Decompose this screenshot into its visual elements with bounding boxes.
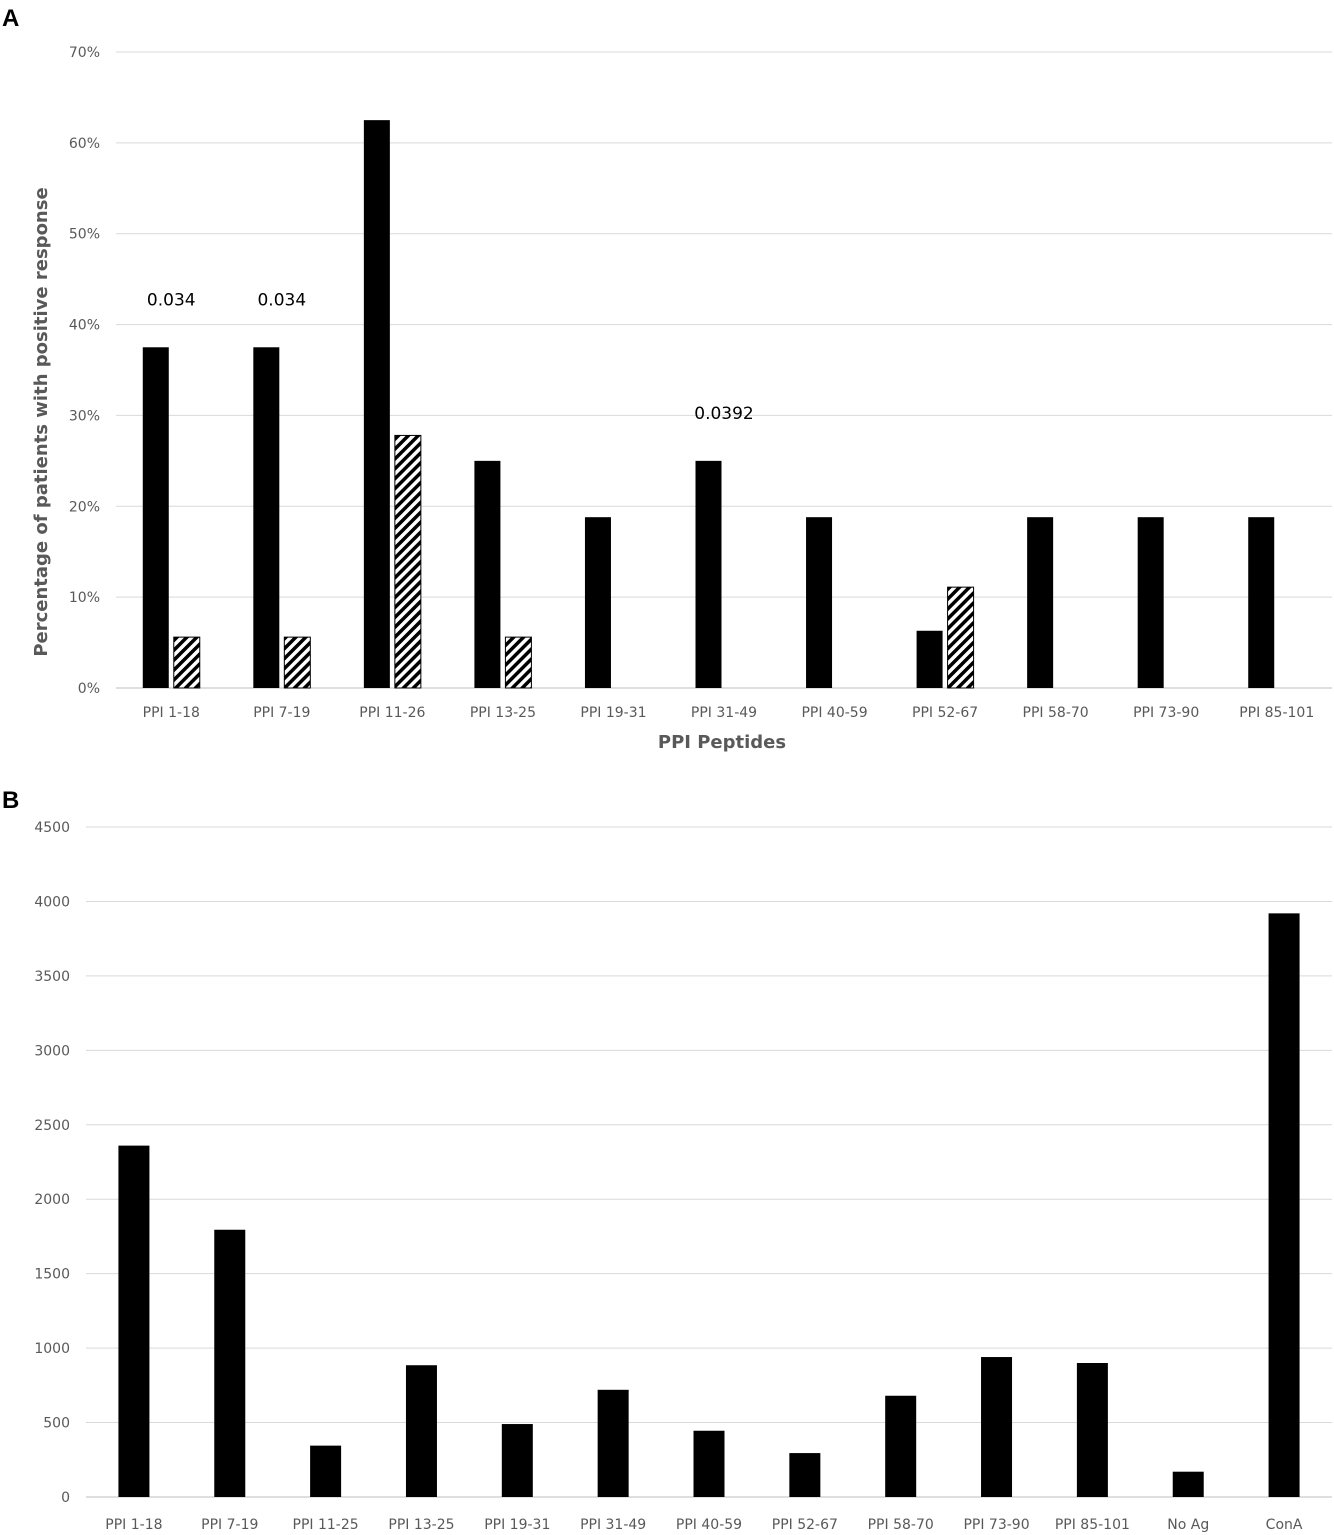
bar-solid: [695, 460, 722, 688]
y-tick-label: 40%: [69, 318, 100, 334]
bar-hatched: [283, 636, 311, 689]
y-tick-label: 30%: [69, 408, 100, 424]
bar-solid: [1248, 517, 1275, 688]
y-tick-label: 20%: [69, 499, 100, 515]
bar-hatched: [504, 636, 532, 689]
bar-solid: [693, 1430, 725, 1497]
panel-a-chart: A PPI Peptides Percentage of patients wi…: [2, 5, 1332, 753]
bar-solid: [806, 517, 833, 688]
x-tick-label: PPI 13-25: [388, 1517, 454, 1533]
bar-solid: [597, 1389, 629, 1497]
y-tick-label: 4000: [34, 894, 70, 910]
y-tick-label: 10%: [69, 590, 100, 606]
x-tick-label: PPI 58-70: [1023, 705, 1089, 721]
x-tick-label: PPI 1-18: [143, 705, 200, 721]
x-tick-label: PPI 40-59: [801, 705, 867, 721]
bar-solid: [1027, 517, 1054, 688]
x-tick-label: ConA: [1266, 1517, 1303, 1533]
x-tick-label: PPI 31-49: [580, 1517, 646, 1533]
bar-solid: [118, 1145, 150, 1497]
x-tick-label: PPI 52-67: [912, 705, 978, 721]
annotation-label: 0.034: [257, 290, 306, 310]
annotation-label: 0.034: [147, 290, 196, 310]
x-tick-label: PPI 13-25: [470, 705, 536, 721]
x-tick-label: PPI 58-70: [868, 1517, 934, 1533]
bar-solid: [501, 1424, 533, 1497]
bar-hatched: [947, 586, 975, 689]
bar-solid: [789, 1453, 821, 1497]
bar-solid: [405, 1365, 437, 1497]
panel-a-y-axis-title: Percentage of patients with positive res…: [31, 187, 52, 656]
y-tick-label: 3500: [34, 969, 70, 985]
y-tick-label: 70%: [69, 45, 100, 61]
x-tick-label: PPI 85-101: [1239, 705, 1314, 721]
bar-hatched: [173, 636, 201, 689]
x-tick-label: No Ag: [1167, 1517, 1209, 1533]
y-tick-label: 0: [61, 1490, 70, 1506]
bar-solid: [142, 347, 169, 688]
x-tick-label: PPI 7-19: [201, 1517, 258, 1533]
bar-solid: [916, 630, 943, 688]
x-tick-label: PPI 11-26: [359, 705, 425, 721]
x-tick-label: PPI 11-25: [293, 1517, 359, 1533]
y-tick-label: 500: [43, 1416, 70, 1432]
y-tick-label: 2000: [34, 1192, 70, 1208]
x-tick-label: PPI 19-31: [484, 1517, 550, 1533]
bar-solid: [253, 347, 280, 688]
x-tick-label: PPI 73-90: [1133, 705, 1199, 721]
panel-a-label: A: [2, 5, 19, 32]
y-tick-label: 2500: [34, 1118, 70, 1134]
bar-solid: [1172, 1471, 1204, 1497]
bar-solid: [981, 1357, 1013, 1497]
x-tick-label: PPI 40-59: [676, 1517, 742, 1533]
x-tick-label: PPI 52-67: [772, 1517, 838, 1533]
bar-solid: [214, 1229, 246, 1497]
bar-solid: [363, 120, 390, 688]
x-tick-label: PPI 31-49: [691, 705, 757, 721]
bar-solid: [1137, 517, 1164, 688]
x-tick-label: PPI 19-31: [580, 705, 646, 721]
bar-solid: [584, 517, 611, 688]
x-tick-label: PPI 73-90: [963, 1517, 1029, 1533]
bar-solid: [1076, 1363, 1108, 1497]
bar-solid: [310, 1445, 342, 1497]
bar-solid: [885, 1395, 917, 1497]
annotation-label: 0.0392: [694, 404, 753, 424]
y-tick-label: 50%: [69, 227, 100, 243]
y-tick-label: 1000: [34, 1341, 70, 1357]
y-tick-label: 0%: [78, 681, 100, 697]
y-tick-label: 60%: [69, 136, 100, 152]
y-tick-label: 4500: [34, 820, 70, 836]
bar-solid: [1268, 913, 1300, 1497]
x-tick-label: PPI 85-101: [1055, 1517, 1130, 1533]
x-tick-label: PPI 1-18: [105, 1517, 162, 1533]
y-tick-label: 1500: [34, 1267, 70, 1283]
panel-a-x-axis-title: PPI Peptides: [658, 732, 786, 753]
x-tick-label: PPI 7-19: [253, 705, 310, 721]
panel-b-chart: B 0 500 1000 1500 2000 2500 3000 3500 4000 4500 PP…: [2, 787, 1332, 1533]
panel-b-label: B: [2, 787, 19, 814]
bar-hatched: [394, 434, 422, 689]
y-tick-label: 3000: [34, 1043, 70, 1059]
bar-solid: [474, 460, 501, 688]
